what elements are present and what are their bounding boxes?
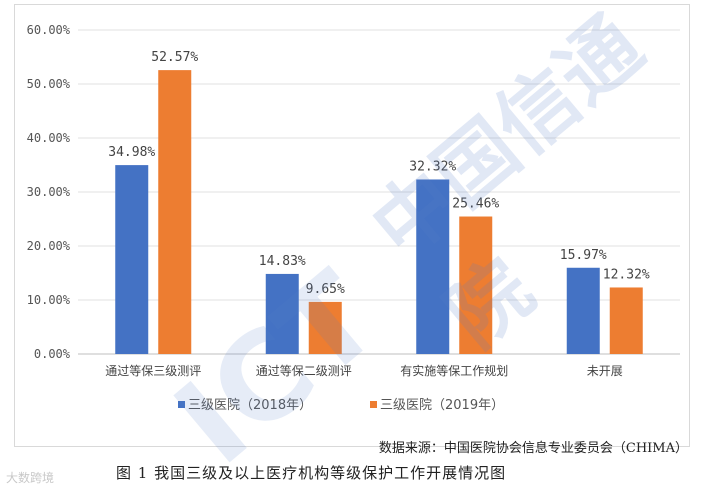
data-label: 25.46% [452,197,499,212]
data-label: 15.97% [560,248,607,263]
x-tick-label: 通过等保三级测评 [105,364,201,378]
bar [265,273,299,354]
x-tick-label: 未开展 [587,364,623,378]
bar [566,267,600,354]
y-tick-label: 10.00% [27,293,71,307]
x-tick-label: 有实施等保工作规划 [400,363,508,378]
data-label: 32.32% [409,159,456,174]
y-tick-label: 60.00% [27,23,71,37]
chart-frame [14,4,690,447]
data-source: 数据来源：中国医院协会信息专业委员会（CHIMA） [378,441,688,456]
bar [459,216,493,354]
bar [115,165,149,354]
legend-label: 三级医院（2018年） [188,398,312,413]
brand-watermark: 大数跨境 [6,471,55,485]
bar [308,301,342,354]
data-label: 34.98% [108,145,155,160]
data-label: 12.32% [603,267,650,282]
bar [158,70,192,354]
figure-caption: 图 1 我国三级及以上医疗机构等级保护工作开展情况图 [116,464,507,482]
data-label: 52.57% [151,50,198,65]
y-tick-label: 0.00% [34,347,71,361]
legend-swatch [178,401,185,408]
x-tick-label: 通过等保二级测评 [256,364,352,378]
data-label: 14.83% [259,254,306,269]
bar [609,287,643,354]
y-tick-label: 50.00% [27,77,71,91]
y-tick-label: 40.00% [27,131,71,145]
y-tick-label: 20.00% [27,239,71,253]
legend-label: 三级医院（2019年） [380,398,504,413]
bar [416,179,450,354]
legend-swatch [370,401,377,408]
y-tick-label: 30.00% [27,185,71,199]
data-label: 9.65% [306,282,345,297]
